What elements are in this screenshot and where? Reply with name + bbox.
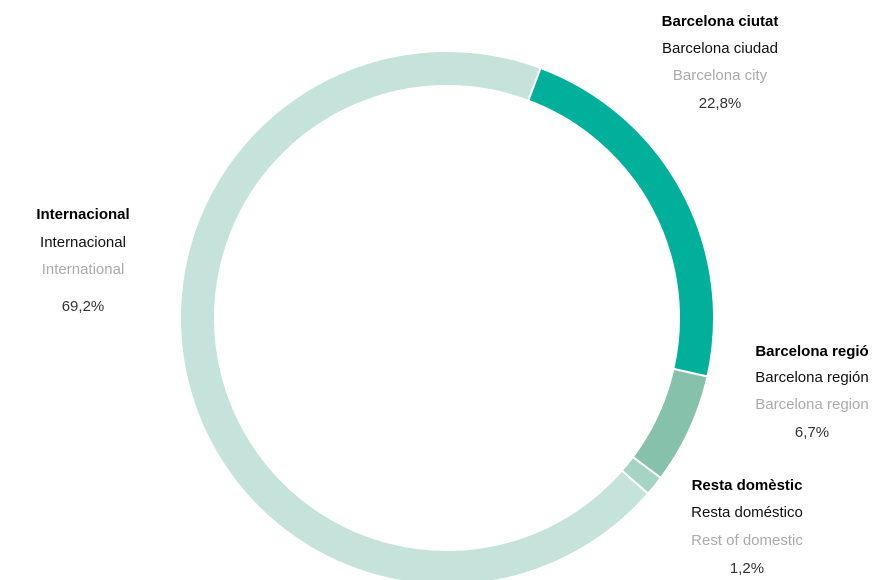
- value-label: 6,7%: [795, 424, 829, 441]
- value-label: 69,2%: [62, 298, 105, 315]
- label-en: Barcelona city: [673, 67, 768, 84]
- label-es: Resta doméstico: [691, 504, 803, 521]
- label-ca: Resta domèstic: [692, 477, 803, 494]
- donut-segment: [179, 50, 650, 580]
- label-en: Rest of domestic: [691, 532, 803, 549]
- donut-segment: [526, 66, 715, 378]
- donut-segment: [631, 367, 709, 480]
- label-en: Barcelona region: [755, 396, 868, 413]
- label-es: Barcelona ciudad: [662, 40, 778, 57]
- value-label: 1,2%: [730, 560, 764, 577]
- label-ca: Internacional: [36, 206, 129, 223]
- label-ca: Barcelona ciutat: [662, 13, 779, 30]
- label-es: Internacional: [40, 234, 126, 251]
- label-es: Barcelona región: [755, 369, 868, 386]
- value-label: 22,8%: [699, 95, 742, 112]
- label-en: International: [42, 261, 125, 278]
- label-ca: Barcelona regió: [755, 343, 868, 360]
